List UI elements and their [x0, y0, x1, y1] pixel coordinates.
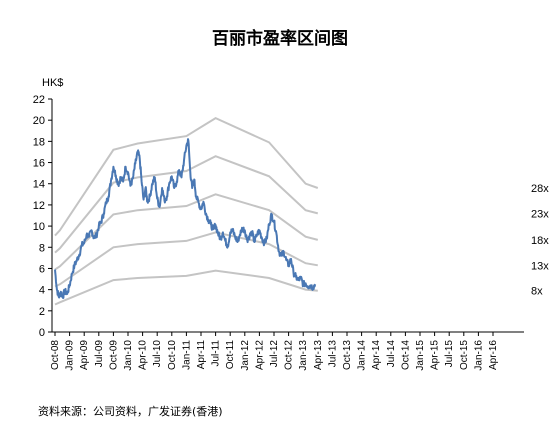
y-tick-label: 16: [33, 158, 45, 170]
source-note: 资料来源：公司资料，广发证券(香港): [38, 404, 223, 418]
x-tick-label: Oct-14: [400, 340, 411, 370]
chart-title: 百丽市盈率区间图: [212, 28, 348, 49]
y-tick-label: 8: [39, 242, 45, 254]
x-tick-label: Apr-16: [488, 340, 499, 370]
x-tick-label: Jan-11: [181, 340, 192, 370]
x-tick-label: Oct-10: [167, 340, 178, 370]
x-tick-label: Apr-12: [254, 340, 265, 370]
pe-band-line-18x: [54, 193, 319, 271]
x-tick-label: Oct-12: [284, 340, 295, 370]
x-tick-label: Oct-09: [108, 340, 119, 370]
axes: 0 2 4 6 8 10 12 14 16 18 20 22 Oct-08 Jan-09 Apr-09 Jul…: [33, 94, 524, 371]
band-label: 23x: [531, 208, 549, 220]
x-tick-label: Jul-14: [386, 340, 397, 368]
x-tick-label: Jan-14: [357, 340, 368, 371]
x-tick-label: Apr-13: [313, 340, 324, 370]
x-tick-label: Apr-15: [430, 340, 441, 370]
y-tick-label: 10: [33, 221, 45, 233]
x-tick-label: Oct-08: [50, 340, 61, 370]
y-tick-label: 4: [39, 285, 45, 297]
x-tick-label: Apr-09: [79, 340, 90, 370]
y-tick-label: 12: [33, 200, 45, 212]
x-tick-label: Oct-15: [459, 340, 470, 370]
x-tick-label: Oct-11: [225, 340, 236, 370]
x-tick-label: Jul-09: [94, 340, 105, 368]
pe-band-line-28x: [54, 116, 319, 237]
band-label: 8x: [531, 286, 543, 298]
pe-band-line-23x: [54, 155, 319, 254]
y-tick-label: 22: [33, 94, 45, 106]
x-tick-label: Jan-12: [240, 340, 251, 371]
y-tick-label: 0: [39, 327, 45, 339]
x-tick-label: Apr-14: [371, 340, 382, 370]
x-tick-label: Jul-11: [211, 340, 222, 367]
x-tick-label: Jan-15: [415, 340, 426, 371]
price-line: [54, 138, 317, 299]
y-tick-label: 6: [39, 263, 45, 275]
x-tick-label: Jul-10: [152, 340, 163, 368]
x-tick-label: Apr-10: [138, 340, 149, 370]
x-tick-label: Jul-13: [327, 340, 338, 368]
band-label: 13x: [531, 260, 549, 272]
y-tick-label: 18: [33, 136, 45, 148]
x-tick-label: Jan-09: [65, 340, 76, 371]
band-label: 18x: [531, 235, 549, 247]
x-tick-label: Oct-13: [342, 340, 353, 370]
x-tick-label: Apr-11: [196, 340, 207, 370]
band-label: 28x: [531, 183, 549, 195]
pe-bands: [54, 116, 319, 306]
y-tick-label: 20: [33, 115, 45, 127]
x-tick-label: Jul-12: [269, 340, 280, 368]
y-tick-label: 14: [33, 179, 45, 191]
y-axis-unit-label: HK$: [42, 77, 63, 89]
band-labels: 28x 23x 18x 13x 8x: [531, 183, 549, 298]
price-series: [54, 138, 317, 299]
x-tick-label: Jul-15: [444, 340, 455, 368]
x-tick-label: Jan-16: [473, 340, 484, 371]
y-tick-label: 2: [39, 306, 45, 318]
x-tick-label: Jan-13: [298, 340, 309, 371]
pe-band-line-13x: [54, 231, 318, 288]
x-tick-label: Jan-10: [123, 340, 134, 371]
pe-band-line-8x: [54, 269, 318, 306]
